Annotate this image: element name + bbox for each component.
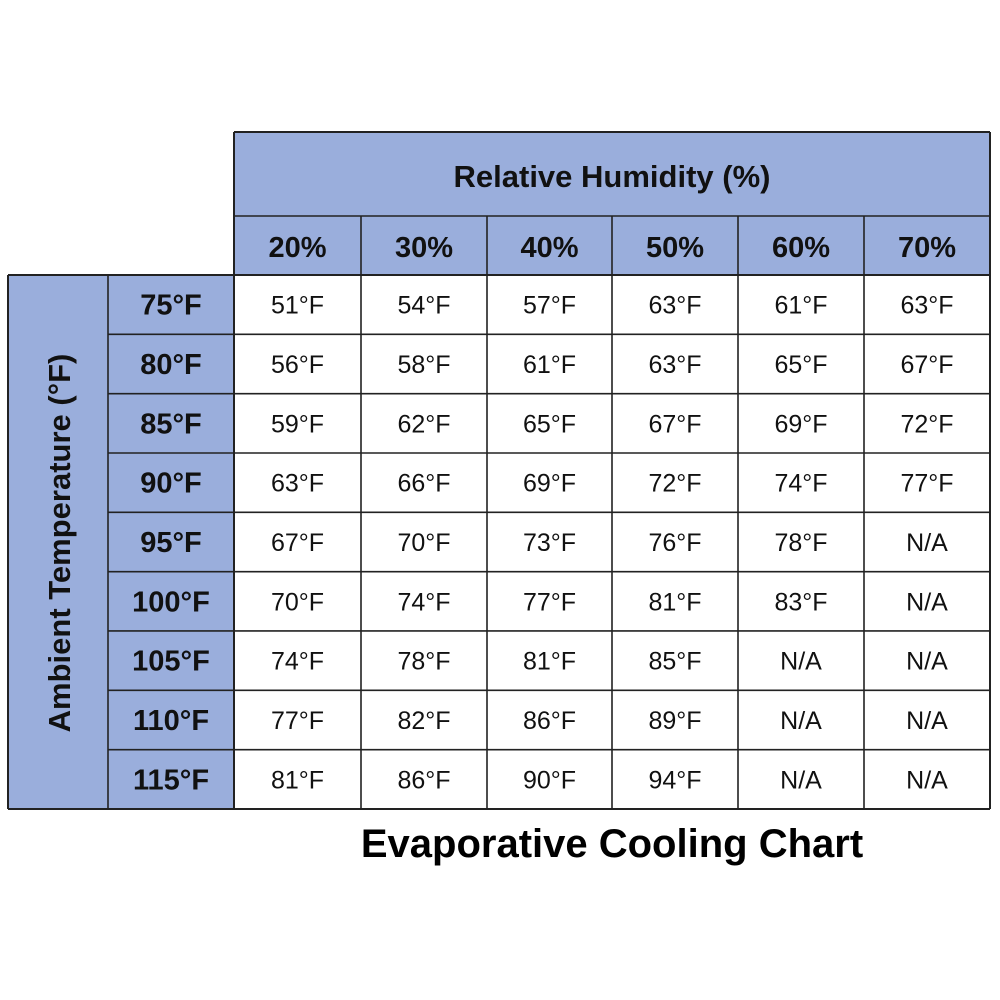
- table-cell: N/A: [780, 707, 822, 735]
- table-cell: 63°F: [648, 351, 701, 379]
- table-cell: 89°F: [648, 707, 701, 735]
- table-cell: N/A: [780, 648, 822, 676]
- table-cell: N/A: [906, 648, 948, 676]
- column-label: 30%: [395, 232, 453, 264]
- table-cell: 61°F: [774, 292, 827, 320]
- table-cell: 65°F: [774, 351, 827, 379]
- table-cell: 66°F: [397, 470, 450, 498]
- table-cell: 58°F: [397, 351, 450, 379]
- table-cell: 81°F: [271, 766, 324, 794]
- table-cell: 74°F: [397, 588, 450, 616]
- table-cell: 70°F: [397, 529, 450, 557]
- cell-values: 51°F 54°F 57°F 63°F 61°F 63°F 56°F 58°F 61°F 63°F…: [271, 292, 954, 795]
- table-cell: N/A: [906, 766, 948, 794]
- column-label: 50%: [646, 232, 704, 264]
- table-cell: N/A: [906, 707, 948, 735]
- row-label: 85°F: [140, 408, 202, 440]
- header-backgrounds: [8, 132, 990, 809]
- table-cell: 83°F: [774, 588, 827, 616]
- table-cell: 78°F: [397, 648, 450, 676]
- row-label: 105°F: [132, 646, 210, 678]
- table-cell: 78°F: [774, 529, 827, 557]
- column-header-title: Relative Humidity (%): [454, 159, 771, 194]
- column-label: 40%: [520, 232, 578, 264]
- table-cell: 86°F: [397, 766, 450, 794]
- table-cell: 85°F: [648, 648, 701, 676]
- row-label: 80°F: [140, 349, 202, 381]
- table-cell: 72°F: [900, 410, 953, 438]
- row-label: 95°F: [140, 527, 202, 559]
- row-label: 110°F: [133, 705, 209, 737]
- row-header-band: [8, 275, 234, 809]
- table-cell: 69°F: [523, 470, 576, 498]
- table-cell: 77°F: [900, 470, 953, 498]
- row-label: 90°F: [140, 468, 202, 500]
- table-cell: 76°F: [648, 529, 701, 557]
- table-cell: 74°F: [271, 648, 324, 676]
- table-cell: 81°F: [523, 648, 576, 676]
- row-header-title: Ambient Temperature (°F): [42, 354, 77, 733]
- table-cell: 77°F: [271, 707, 324, 735]
- table-cell: N/A: [906, 588, 948, 616]
- row-label: 100°F: [132, 586, 210, 618]
- table-cell: 51°F: [271, 292, 324, 320]
- table-cell: 94°F: [648, 766, 701, 794]
- table-cell: 63°F: [900, 292, 953, 320]
- table-cell: 61°F: [523, 351, 576, 379]
- table-cell: 72°F: [648, 470, 701, 498]
- table-grid-lines: [7, 131, 991, 810]
- row-label: 75°F: [140, 290, 202, 322]
- table-cell: 56°F: [271, 351, 324, 379]
- table-cell: N/A: [780, 766, 822, 794]
- chart-title: Evaporative Cooling Chart: [361, 822, 863, 866]
- table-cell: 81°F: [648, 588, 701, 616]
- column-label: 60%: [772, 232, 830, 264]
- row-label: 115°F: [133, 764, 209, 796]
- table-cell: 54°F: [397, 292, 450, 320]
- table-cell: 67°F: [648, 410, 701, 438]
- table-cell: 67°F: [900, 351, 953, 379]
- table-cell: 59°F: [271, 410, 324, 438]
- table-cell: N/A: [906, 529, 948, 557]
- column-labels: 20% 30% 40% 50% 60% 70%: [268, 232, 956, 264]
- table-cell: 63°F: [648, 292, 701, 320]
- table-cell: 67°F: [271, 529, 324, 557]
- table-cell: 65°F: [523, 410, 576, 438]
- table-cell: 57°F: [523, 292, 576, 320]
- table-cell: 70°F: [271, 588, 324, 616]
- table-cell: 90°F: [523, 766, 576, 794]
- table-cell: 62°F: [397, 410, 450, 438]
- table-cell: 86°F: [523, 707, 576, 735]
- table-cell: 74°F: [774, 470, 827, 498]
- table-cell: 77°F: [523, 588, 576, 616]
- row-labels: 75°F 80°F 85°F 90°F 95°F 100°F 105°F 110°F 115°F: [132, 290, 210, 797]
- column-label: 20%: [268, 232, 326, 264]
- table-cell: 73°F: [523, 529, 576, 557]
- table-cell: 82°F: [397, 707, 450, 735]
- column-label: 70%: [898, 232, 956, 264]
- table-cell: 69°F: [774, 410, 827, 438]
- table-cell: 63°F: [271, 470, 324, 498]
